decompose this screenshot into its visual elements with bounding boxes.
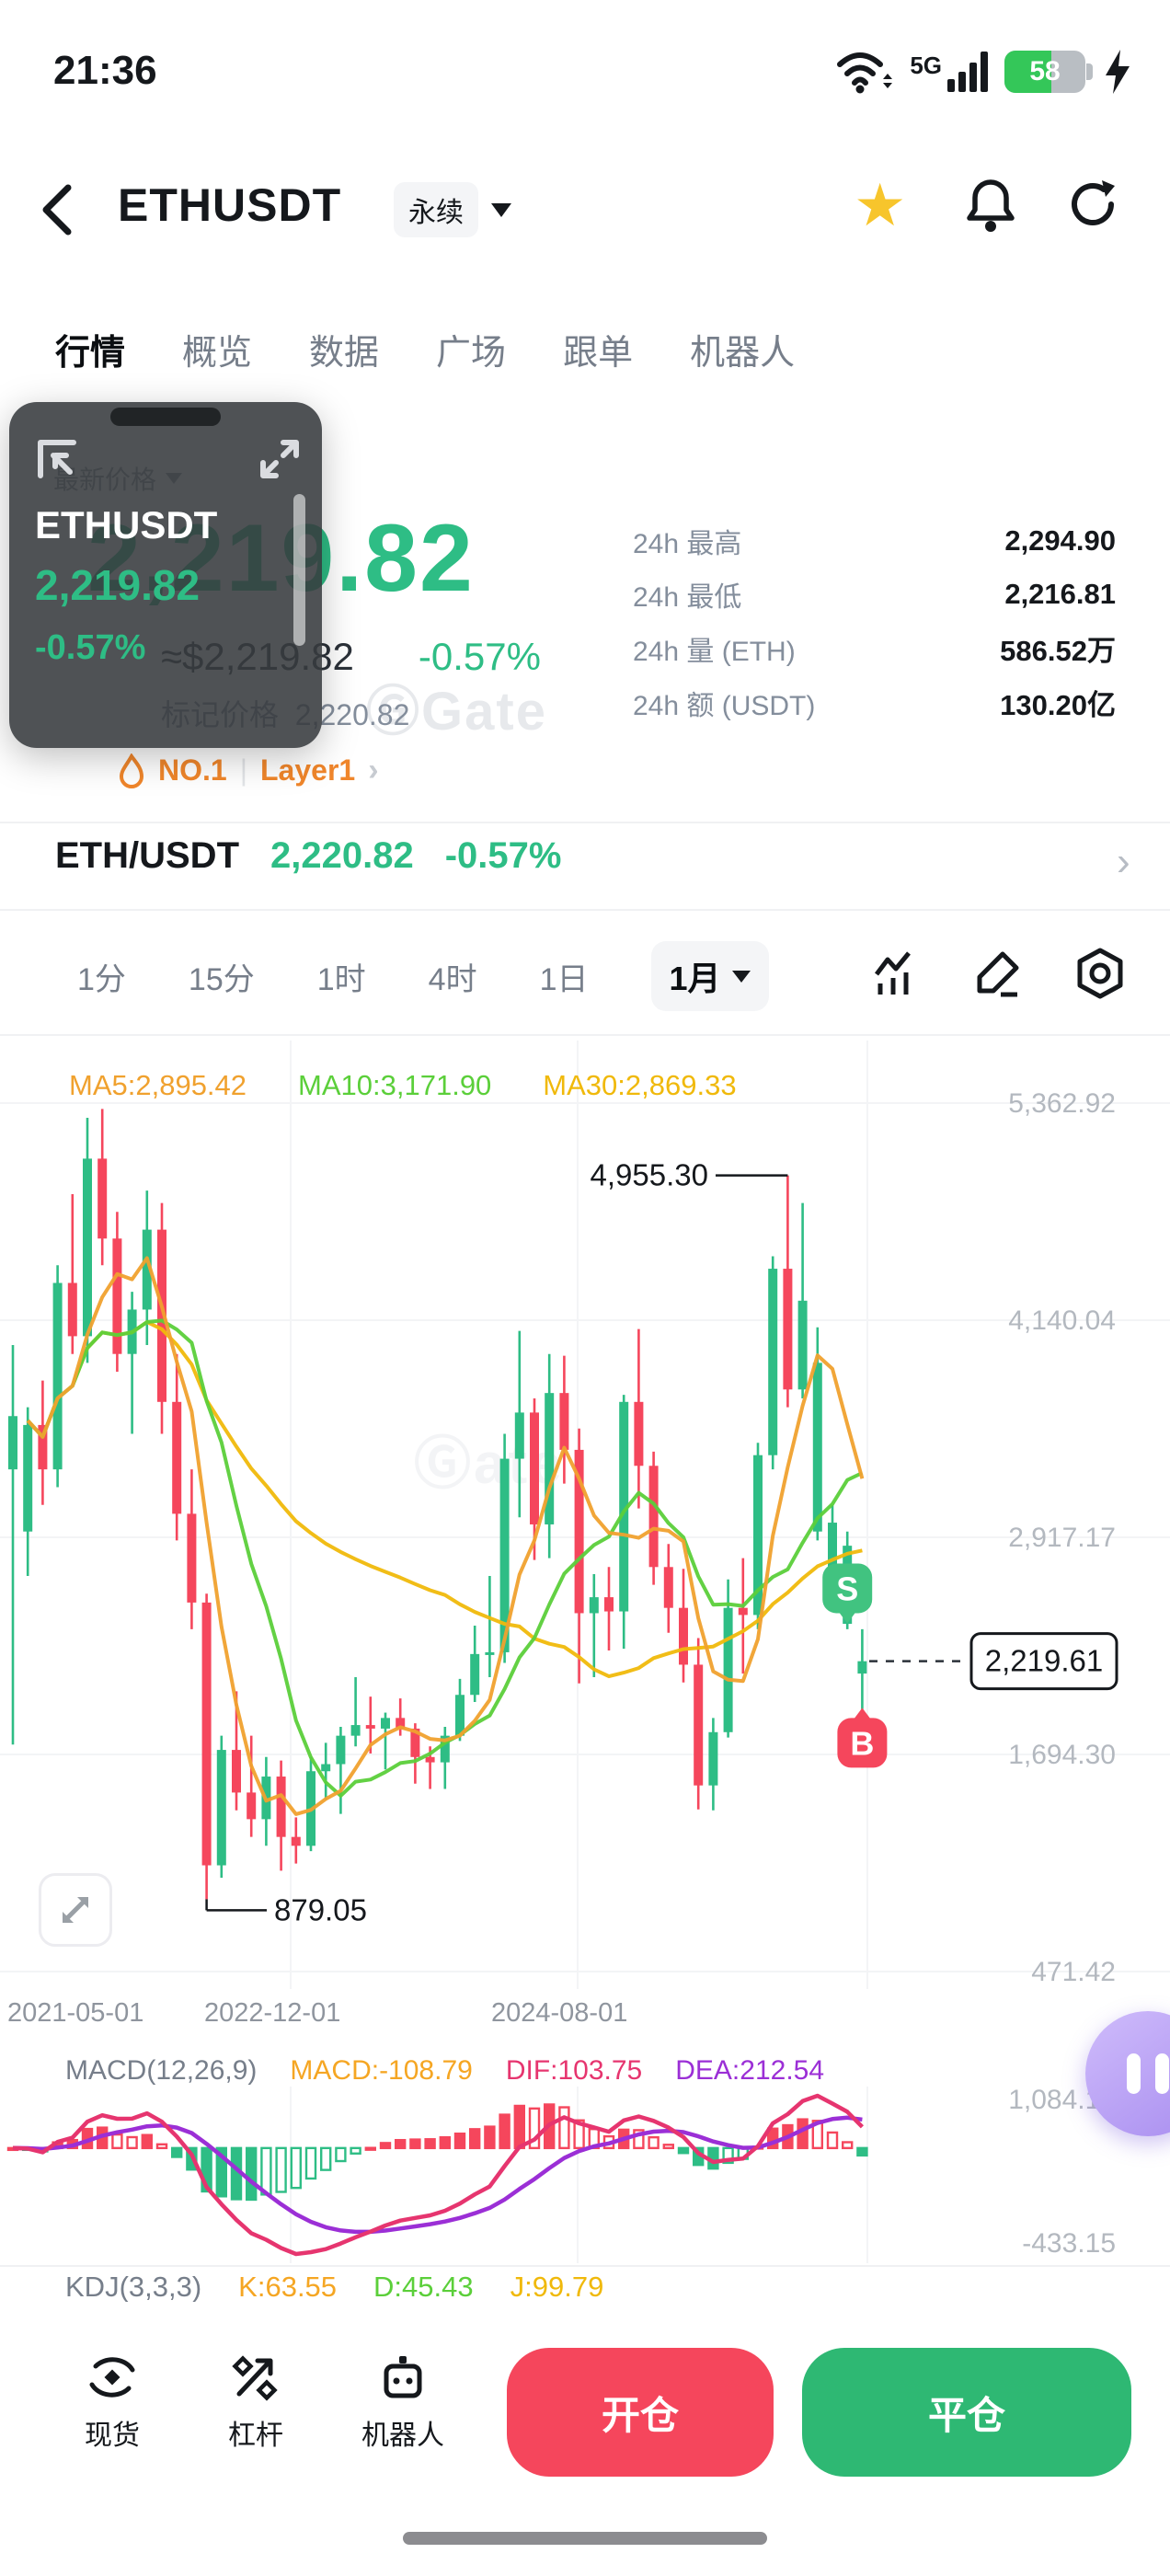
stats-panel: 24h 最高 2,294.90 24h 最低 2,216.81 24h 量 (ETH… [633,521,1116,723]
notification-bell-icon[interactable] [964,177,1017,234]
current-price-tag: 2,219.61 [985,1644,1103,1678]
ma30-label: MA30:2,869.33 [543,1069,737,1101]
stat-24h-volume: 24h 量 (ETH) 586.52万 [633,635,1116,667]
tf-1hour[interactable]: 1时 [316,961,366,997]
tf-selected-1month[interactable]: 1月 [650,941,769,1011]
pip-handle[interactable] [110,408,221,426]
wifi-icon [837,52,893,94]
spot-icon [89,2357,135,2398]
pip-symbol: ETHUSDT [35,503,218,546]
chart-settings-icon[interactable] [1074,948,1126,999]
buy-marker: B [850,1724,874,1762]
top-tabs: 行情 概览 数据 广场 跟单 机器人 [55,324,795,374]
page-title: ETHUSDT [118,179,342,231]
flame-icon [119,753,144,788]
tab-data[interactable]: 数据 [309,334,380,373]
kdj-j-label: J:99.79 [510,2271,604,2302]
chevron-right-icon: › [368,753,379,788]
floating-price-window[interactable]: ETHUSDT 2,219.82 -0.57% [9,402,322,748]
home-indicator[interactable] [403,2532,767,2545]
kdj-d-label: D:45.43 [373,2271,474,2302]
tab-quotes[interactable]: 行情 [55,334,126,373]
svg-text:2,917.17: 2,917.17 [1008,1523,1116,1553]
contract-type-selector[interactable]: 永续 [394,182,511,237]
chevron-right-icon: › [1117,839,1130,884]
status-time: 21:36 [53,48,157,93]
spot-pair-row[interactable]: ETH/USDT 2,220.82 -0.57% [55,835,562,876]
kdj-param-label: KDJ(3,3,3) [65,2271,202,2302]
tab-bots[interactable]: 机器人 [690,334,796,373]
tf-15min[interactable]: 15分 [188,961,255,997]
macd-value-label: MACD:-108.79 [290,2055,473,2086]
ma-labels: MA5:2,895.42 MA10:3,171.90 MA30:2,869.33 [69,1069,737,1102]
stat-24h-high: 24h 最高 2,294.90 [633,524,1116,559]
stat-24h-low: 24h 最低 2,216.81 [633,578,1116,613]
ma5-label: MA5:2,895.42 [69,1069,247,1101]
dea-value-label: DEA:212.54 [675,2055,825,2086]
nav-bot[interactable]: 机器人 [329,2352,476,2453]
leverage-icon [232,2355,278,2401]
tf-1min[interactable]: 1分 [77,961,126,997]
dif-value-label: DIF:103.75 [505,2055,643,2086]
stat-24h-turnover: 24h 额 (USDT) 130.20亿 [633,689,1116,721]
open-position-button[interactable]: 开仓 [507,2348,774,2477]
pip-mode-icon[interactable] [33,435,81,483]
macd-labels[interactable]: MACD(12,26,9) MACD:-108.79 DIF:103.75 DE… [65,2055,824,2087]
svg-text:1,694.30: 1,694.30 [1008,1740,1116,1770]
timeframe-bar: 1分 15分 1时 4时 1日 1月 [77,935,769,1018]
pause-icon [1127,2053,1141,2094]
pip-price: 2,219.82 [35,561,201,609]
macd-param-label: MACD(12,26,9) [65,2055,258,2086]
low-annotation: 879.05 [274,1892,367,1926]
tf-1day[interactable]: 1日 [539,961,589,997]
tab-copy-trading[interactable]: 跟单 [563,334,634,373]
gate-watermark: ⒼGate [366,682,547,742]
pause-icon [1155,2053,1169,2094]
fullscreen-chart-button[interactable] [39,1873,112,1947]
price-change: -0.57% [418,635,541,678]
kdj-k-label: K:63.55 [238,2271,338,2302]
nav-spot[interactable]: 现货 [39,2352,186,2453]
ma10-label: MA10:3,171.90 [298,1069,492,1101]
status-icons: 5G 58 [836,48,1133,96]
tab-overview[interactable]: 概览 [182,334,253,373]
expand-icon [63,1897,88,1923]
pip-scrollbar[interactable] [293,494,305,646]
ranking-row[interactable]: NO.1 | Layer1 › [118,753,379,788]
chevron-down-icon [731,970,751,983]
expand-window-icon[interactable] [256,435,304,483]
chevron-down-icon [491,202,511,217]
back-icon[interactable] [40,184,74,236]
high-annotation: 4,955.30 [591,1158,708,1192]
macd-chart[interactable]: 1,084.19-433.15 [0,2087,1170,2263]
svg-text:5,362.92: 5,362.92 [1008,1088,1116,1119]
charging-bolt-icon [1106,50,1130,94]
robot-icon [384,2356,422,2398]
signal-icon: 5G [910,52,988,92]
candlestick-chart[interactable]: 5,362.92 4,140.04 2,917.17 1,694.30 471.42 4,… [0,1041,1170,1989]
refresh-icon[interactable] [1065,177,1120,232]
tf-4hour[interactable]: 4时 [428,961,477,997]
nav-margin[interactable]: 杠杆 [182,2352,329,2453]
tab-square[interactable]: 广场 [436,334,507,373]
kdj-labels-clipped[interactable]: KDJ(3,3,3) K:63.55 D:45.43 J:99.79 [65,2271,603,2302]
svg-text:-433.15: -433.15 [1022,2228,1116,2259]
indicator-icon[interactable] [872,949,922,998]
sell-marker: S [836,1570,858,1607]
svg-text:471.42: 471.42 [1031,1957,1116,1987]
battery-icon: 58 [1004,51,1093,93]
draw-pencil-icon[interactable] [973,949,1023,998]
svg-text:4,140.04: 4,140.04 [1008,1305,1116,1336]
favorite-star-icon[interactable]: ★ [854,172,907,238]
close-position-button[interactable]: 平仓 [802,2348,1131,2477]
pip-change: -0.57% [35,628,146,667]
